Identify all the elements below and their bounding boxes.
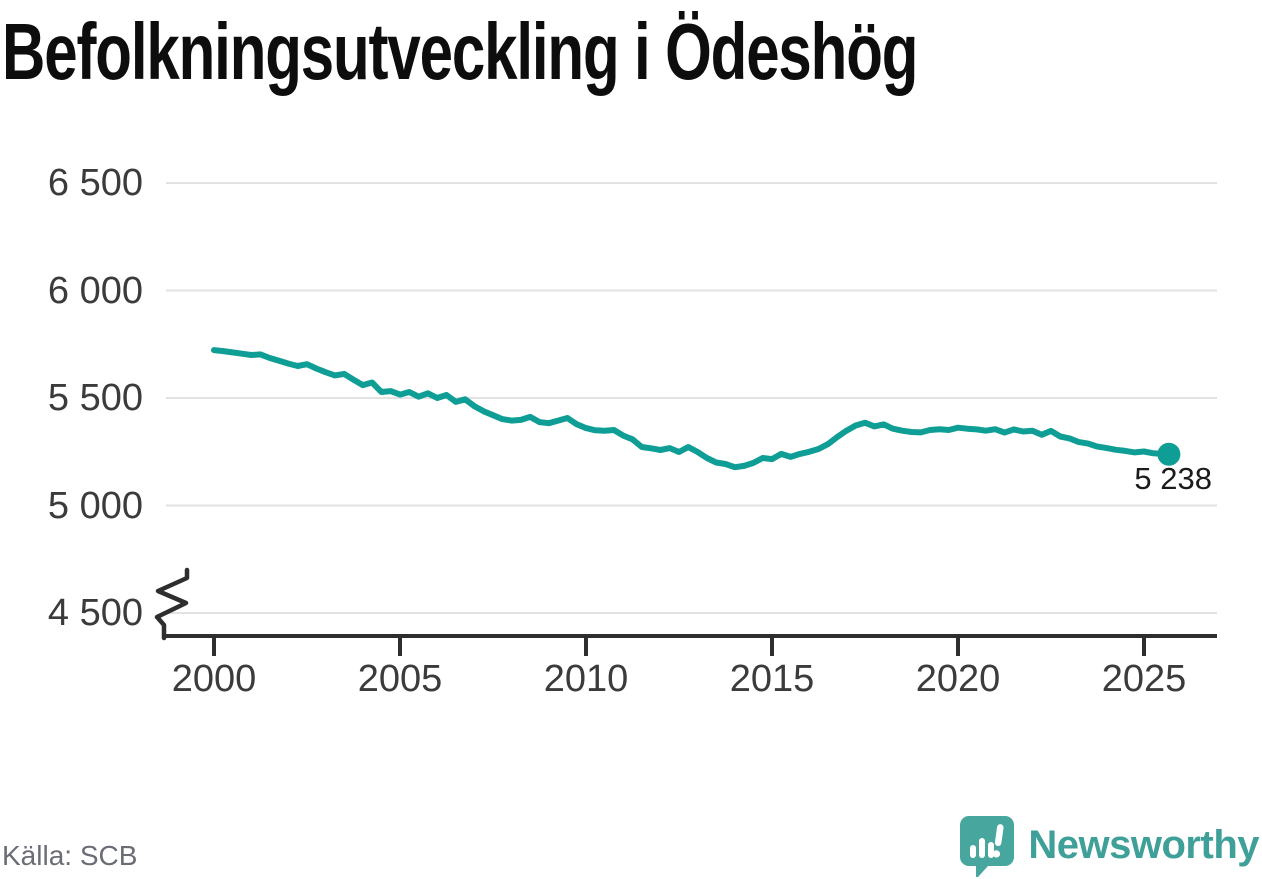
bar-icon [979,838,986,858]
end-value-label: 5 238 [1134,461,1212,496]
population-line [211,347,1172,471]
bar-icon [970,845,977,858]
x-axis-tick-label: 2025 [1101,658,1187,700]
x-axis-tick-label: 2010 [543,658,629,700]
brand-logo: Newsworthy [957,814,1259,877]
exclamation-icon [993,824,1004,858]
y-axis-tick-label: 6 500 [47,162,143,204]
x-axis-tick-label: 2015 [729,658,815,700]
x-axis-tick-label: 2020 [915,658,1001,700]
page-title: Befolkningsutveckling i Ödeshög [2,7,918,96]
x-axis-tick-label: 2005 [357,658,443,700]
y-axis-tick-label: 4 500 [47,592,143,634]
speech-bubble-shape [960,816,1015,877]
newsworthy-badge-icon [960,816,1015,877]
end-point-dot [1157,442,1181,466]
brand-name: Newsworthy [1028,823,1259,867]
bar-icon [988,842,995,858]
x-axis-tick-label: 2000 [171,658,257,700]
source-label: Källa: SCB [2,840,138,871]
y-axis-tick-label: 6 000 [47,269,143,312]
y-axis-tick-label: 5 000 [47,484,143,527]
y-axis-break-icon [154,567,190,641]
y-axis-tick-label: 5 500 [47,377,143,419]
